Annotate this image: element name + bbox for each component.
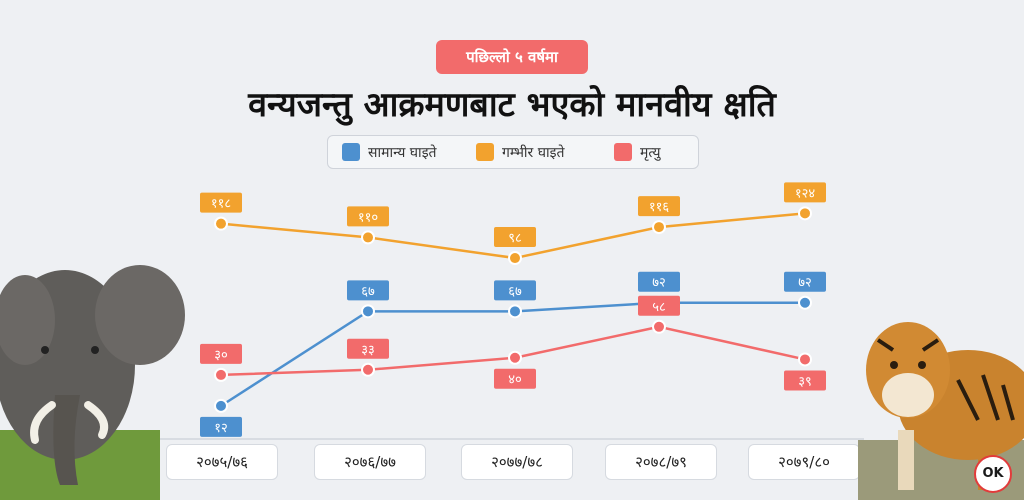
data-point — [798, 206, 812, 221]
data-label-box — [200, 192, 242, 213]
chart-title: वन्यजन्तु आक्रमणबाट भएको मानवीय क्षति — [248, 85, 776, 125]
x-tick-label: २०७९/८० — [748, 444, 860, 480]
legend-item-death: मृत्यु — [614, 136, 661, 168]
data-label: ४० — [508, 373, 522, 388]
x-tick-label: २०७५/७६ — [166, 444, 278, 480]
data-point — [214, 367, 228, 382]
data-label: ३३ — [361, 343, 375, 358]
data-label: ११८ — [211, 197, 232, 212]
data-label-box — [638, 196, 680, 217]
data-label-box — [494, 227, 536, 248]
data-label-box — [784, 370, 826, 391]
data-point — [652, 220, 666, 235]
data-label: ३० — [214, 348, 228, 363]
data-label: १२४ — [795, 186, 816, 201]
legend-swatch-blue — [342, 143, 360, 161]
data-label: ६७ — [508, 284, 522, 299]
legend-label: मृत्यु — [640, 144, 661, 161]
data-label-box — [784, 182, 826, 203]
data-point — [361, 230, 375, 245]
data-label: ११० — [358, 210, 378, 225]
data-label-box — [200, 416, 242, 437]
data-label: ९८ — [508, 231, 522, 246]
data-label: ३९ — [798, 374, 812, 389]
brand-logo: OK — [974, 455, 1012, 493]
x-tick-label: २०७६/७७ — [314, 444, 426, 480]
data-label: १२ — [214, 421, 228, 436]
data-point — [508, 304, 522, 319]
data-label-box — [784, 271, 826, 292]
data-point — [508, 350, 522, 365]
data-label: ५८ — [652, 300, 666, 315]
data-label-box — [494, 368, 536, 389]
data-point — [214, 398, 228, 413]
data-point — [361, 304, 375, 319]
legend-item-minor-injury: सामान्य घाइते — [342, 136, 437, 168]
data-label: ७२ — [652, 276, 666, 291]
elephant-image — [0, 265, 185, 500]
data-label-box — [638, 271, 680, 292]
legend-label: गम्भीर घाइते — [502, 144, 565, 161]
data-point — [361, 362, 375, 377]
data-label: ११६ — [649, 200, 670, 215]
data-label-box — [200, 343, 242, 364]
data-point — [652, 319, 666, 334]
x-axis-line — [160, 438, 864, 440]
legend-label: सामान्य घाइते — [368, 144, 437, 161]
data-label: ७२ — [798, 276, 812, 291]
legend-swatch-red — [614, 143, 632, 161]
legend-swatch-orange — [476, 143, 494, 161]
x-tick-label: २०७८/७९ — [605, 444, 717, 480]
data-label-box — [347, 206, 389, 227]
data-label-box — [638, 295, 680, 316]
data-label-box — [494, 280, 536, 301]
data-point — [798, 295, 812, 310]
data-point — [508, 251, 522, 266]
legend-item-serious-injury: गम्भीर घाइते — [476, 136, 564, 168]
data-point — [214, 216, 228, 231]
data-point — [798, 352, 812, 367]
data-label: ६७ — [361, 284, 375, 299]
data-label-box — [347, 280, 389, 301]
data-label-box — [347, 338, 389, 359]
legend: सामान्य घाइते गम्भीर घाइते मृत्यु — [327, 135, 699, 169]
x-tick-label: २०७७/७८ — [461, 444, 573, 480]
subtitle-badge: पछिल्लो ५ वर्षमा — [436, 40, 588, 74]
